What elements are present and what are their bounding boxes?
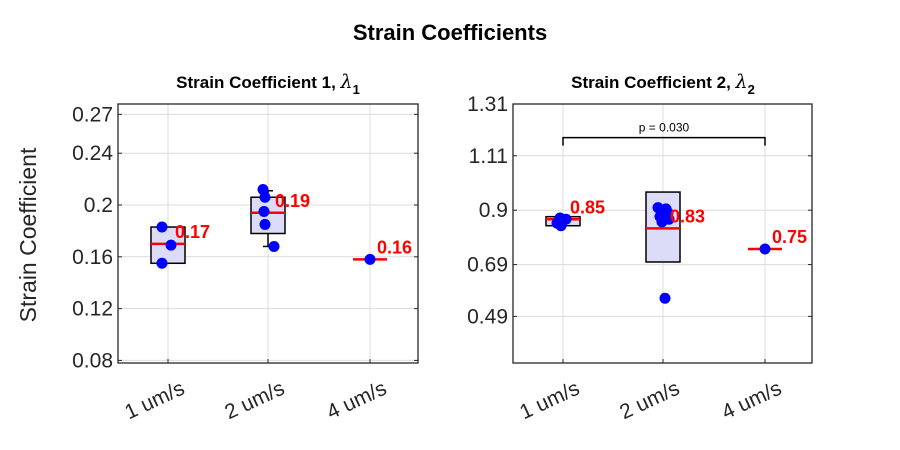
data-point xyxy=(364,253,376,265)
median-value-label: 0.16 xyxy=(377,237,412,257)
data-point xyxy=(656,216,668,228)
data-point xyxy=(659,292,671,304)
figure-title: Strain Coefficients xyxy=(353,20,547,45)
box-group-1: 0.17 xyxy=(150,221,210,269)
box-group-3: 0.16 xyxy=(353,237,412,265)
data-point xyxy=(555,220,567,232)
box-group-2: 0.83 xyxy=(645,191,705,304)
x-tick-label: 4 um/s xyxy=(718,377,785,424)
box-group-3: 0.75 xyxy=(748,227,807,255)
data-point xyxy=(156,257,168,269)
box xyxy=(645,191,681,263)
y-tick-label: 0.9 xyxy=(479,199,508,222)
chart-panel-1: 0.08 0.12 0.16 0.2 0.24 0.27 1 um/s 2 um/s 4 um/… xyxy=(72,71,419,424)
data-point xyxy=(268,240,280,252)
data-point xyxy=(258,205,270,217)
data-point xyxy=(259,191,271,203)
axes-title: Strain Coefficient 1, λ1 xyxy=(176,71,360,97)
data-point xyxy=(156,221,168,233)
significance-bracket xyxy=(562,136,766,146)
box-group-1: 0.85 xyxy=(545,197,605,232)
y-tick-label: 1.11 xyxy=(469,145,508,168)
y-tick-label: 0.08 xyxy=(72,349,113,372)
median-value-label: 0.19 xyxy=(275,191,310,211)
x-tick-label: 4 um/s xyxy=(323,377,390,424)
y-axis-label: Strain Coefficient xyxy=(15,147,41,322)
y-tick-label: 0.2 xyxy=(84,194,113,217)
y-tick-label: 1.31 xyxy=(467,93,508,116)
axes-title: Strain Coefficient 2, λ2 xyxy=(571,71,755,97)
y-tick-label: 0.24 xyxy=(72,142,113,165)
data-point xyxy=(259,218,271,230)
y-tick-label: 0.49 xyxy=(467,305,508,328)
x-tick-label: 2 um/s xyxy=(616,377,683,424)
data-point xyxy=(165,239,177,251)
y-tick-label: 0.12 xyxy=(72,298,113,321)
y-tick-label: 0.27 xyxy=(72,103,113,126)
median-value-label: 0.17 xyxy=(175,222,210,242)
data-point xyxy=(759,243,771,255)
box-group-2: 0.19 xyxy=(250,183,310,252)
x-tick-label: 2 um/s xyxy=(221,377,288,424)
median-value-label: 0.83 xyxy=(670,206,705,226)
median-value-label: 0.75 xyxy=(772,227,807,247)
x-tick-label: 1 um/s xyxy=(516,377,583,424)
y-tick-label: 0.69 xyxy=(467,254,508,277)
median-value-label: 0.85 xyxy=(570,197,605,217)
chart-panel-2: 0.49 0.69 0.9 1.11 1.31 1 um/s 2 um/s 4 um/s Str… xyxy=(467,71,813,424)
y-tick-label: 0.16 xyxy=(72,246,113,269)
x-tick-label: 1 um/s xyxy=(121,377,188,424)
p-value-label: p = 0.030 xyxy=(639,121,690,135)
